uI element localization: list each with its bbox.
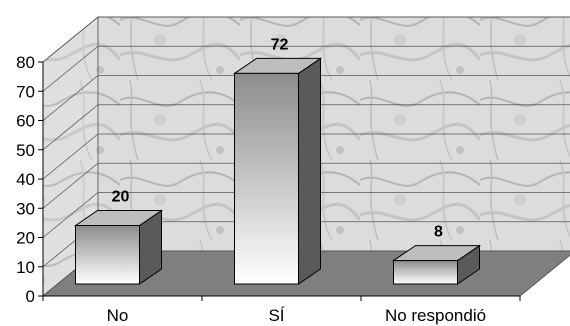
x-tick-label-2: No respondió (385, 306, 486, 325)
gridline-40 (42, 133, 570, 180)
y-tick-label-50: 50 (16, 141, 35, 160)
gridline-80 (42, 16, 570, 63)
y-tick-label-30: 30 (16, 199, 35, 218)
gridline-50 (42, 104, 570, 151)
bar-0 (75, 225, 140, 285)
x-tick-label-0: No (107, 306, 129, 325)
data-label-2: 8 (434, 224, 443, 241)
data-label-0: 20 (112, 189, 130, 206)
y-tick-label-0: 0 (26, 287, 35, 306)
y-tick-label-70: 70 (16, 82, 35, 101)
gridline-70 (42, 45, 570, 92)
y-tick-label-40: 40 (16, 170, 35, 189)
y-tick-label-80: 80 (16, 53, 35, 72)
data-label-1: 72 (271, 36, 289, 53)
gridline-20 (42, 192, 570, 238)
labels: 0 10 20 30 40 50 60 70 80 20 No 72 SÍ 8 No respondió (16, 36, 486, 325)
y-tick-label-20: 20 (16, 229, 35, 248)
bars (73, 57, 482, 285)
gridline-30 (42, 162, 570, 209)
bar-side-1 (298, 57, 321, 285)
y-tick-label-10: 10 (16, 258, 35, 277)
axes (38, 61, 521, 301)
bar-2 (393, 260, 458, 285)
x-tick-label-1: SÍ (268, 306, 284, 325)
bar-1 (234, 72, 299, 285)
y-tick-label-60: 60 (16, 112, 35, 131)
gridline-60 (42, 75, 570, 121)
